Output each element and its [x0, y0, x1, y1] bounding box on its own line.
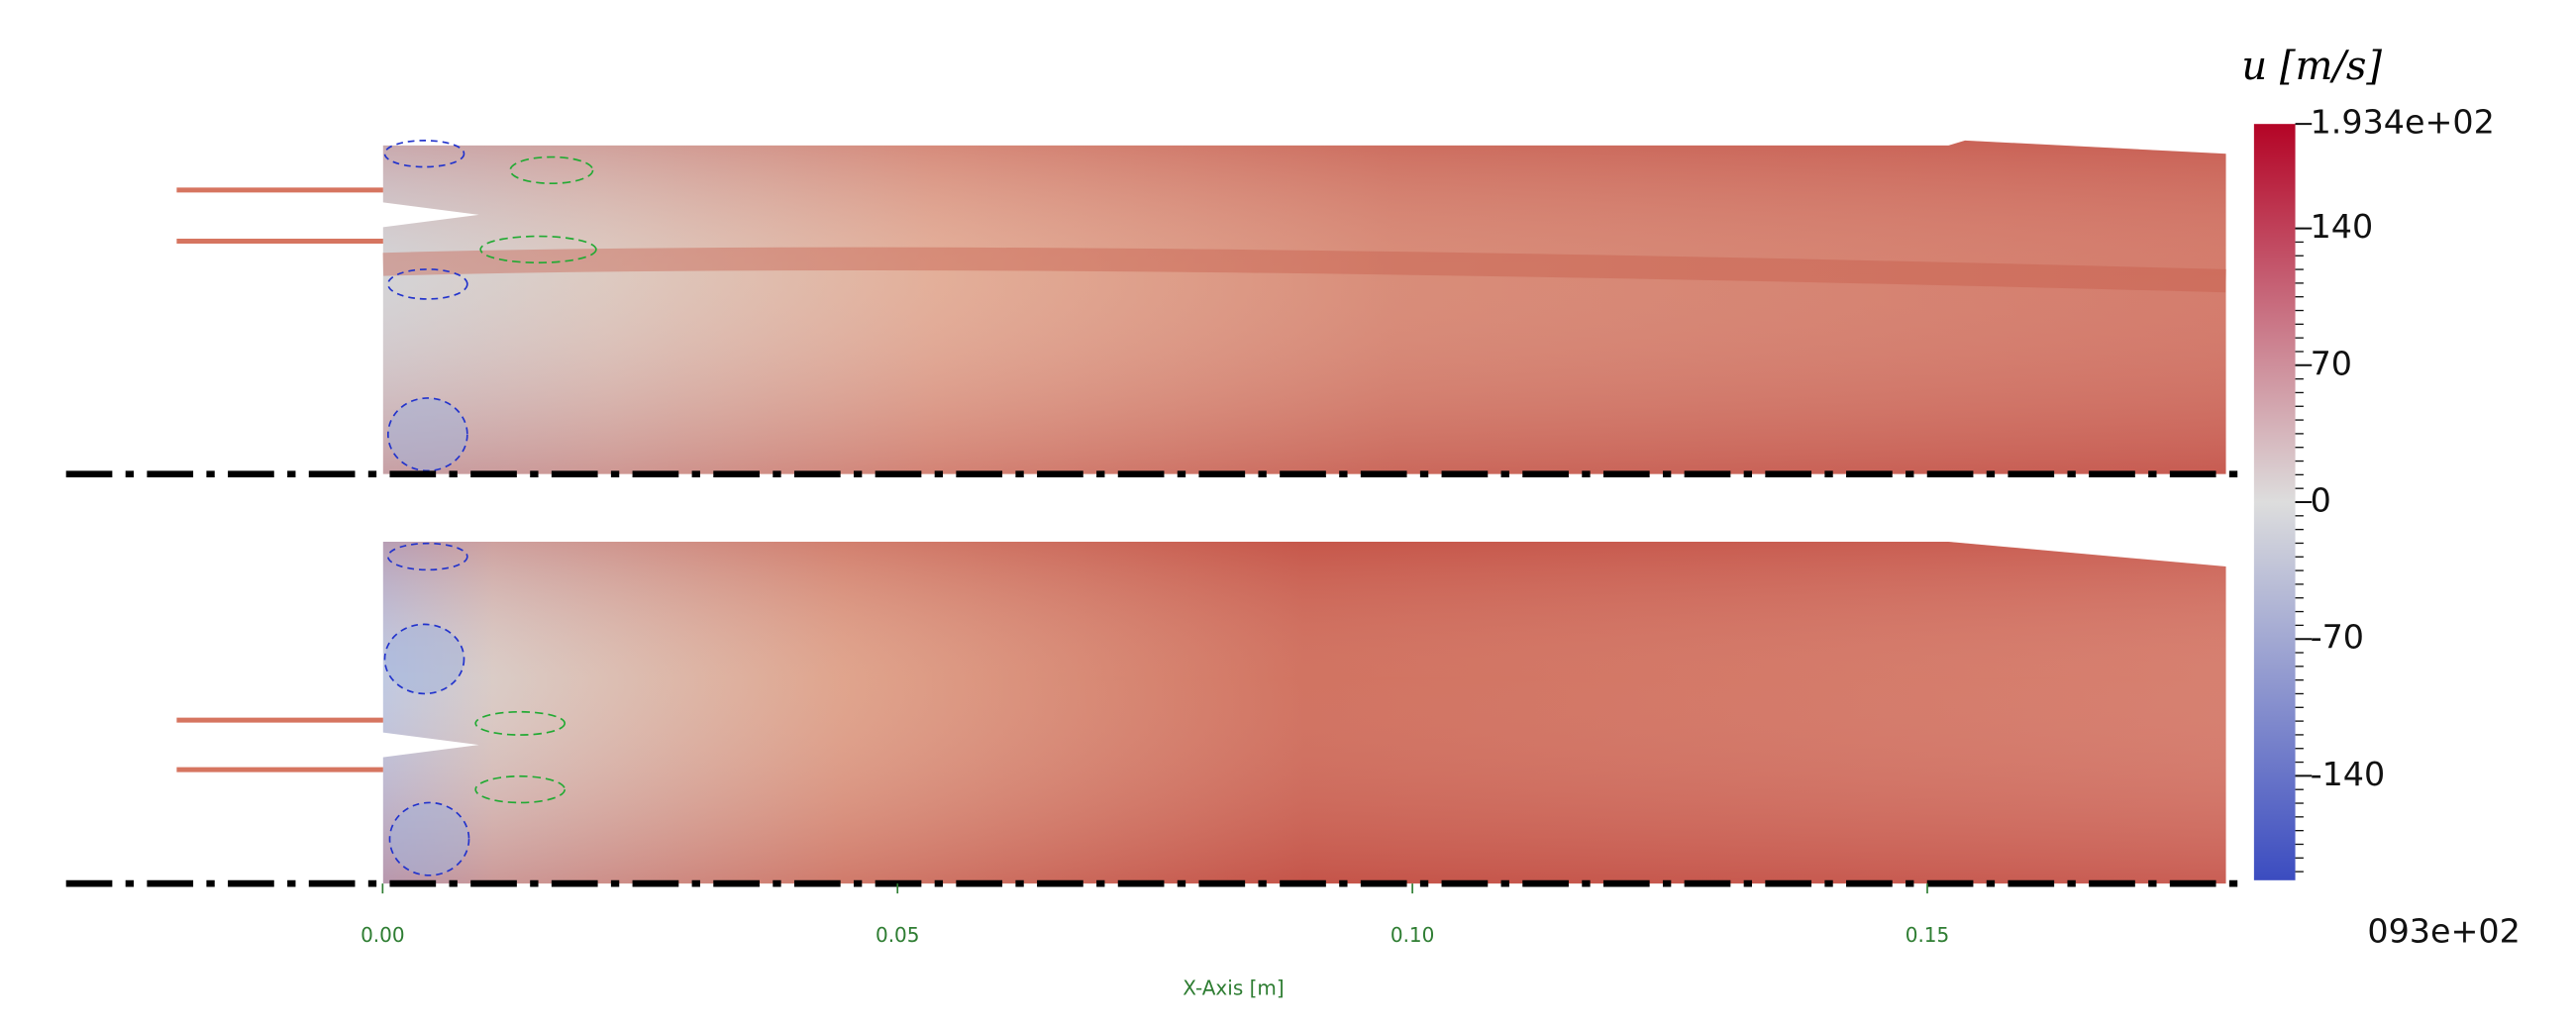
inlet-gap	[376, 201, 479, 229]
shear-marker	[474, 710, 567, 736]
colorbar-tick-label: -140	[2311, 755, 2386, 793]
recirculation-marker	[386, 268, 468, 300]
shear-marker	[509, 155, 594, 185]
recirculation-marker	[383, 140, 465, 168]
colorbar-tick-label: 140	[2311, 207, 2374, 246]
bottom-panel	[65, 542, 2246, 887]
field-shade	[382, 542, 2226, 884]
x-tick-label: 0.10	[1391, 923, 1435, 947]
recirculation-marker	[386, 542, 468, 571]
field-shade	[382, 140, 2226, 474]
x-tick-label: 0.05	[876, 923, 920, 947]
colorbar-tick-label: 1.934e+02	[2311, 103, 2495, 142]
x-tick-label: 0.00	[361, 923, 405, 947]
colorbar-tick-label: -70	[2311, 618, 2364, 657]
shear-marker	[479, 235, 597, 264]
x-axis-label: X-Axis [m]	[1183, 976, 1284, 999]
x-tick-label: 0.15	[1906, 923, 1950, 947]
colorbar-tick-label: 70	[2311, 344, 2352, 382]
recirculation-marker	[388, 801, 470, 876]
inlet-gap	[376, 731, 479, 759]
shear-marker	[474, 774, 567, 804]
recirculation-marker	[386, 397, 468, 472]
jet	[382, 247, 2226, 293]
colorbar-min-label: 093e+02	[2367, 912, 2520, 951]
colorbar-tick-label: 0	[2311, 480, 2331, 519]
top-panel	[65, 140, 2246, 477]
recirculation-marker	[383, 623, 465, 695]
colorbar	[2253, 124, 2296, 880]
colorbar-title: u [m/s]	[2241, 44, 2382, 89]
